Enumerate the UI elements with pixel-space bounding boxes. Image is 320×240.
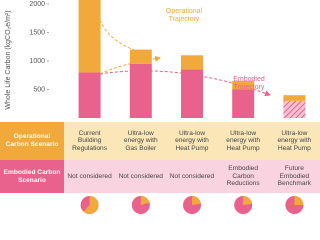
table-cell: Ultra-low energy with Heat Pump xyxy=(217,122,269,160)
bar-segment xyxy=(78,0,101,73)
bar-segment xyxy=(283,100,306,118)
table-cell: Ultra-low energy with Heat Pump xyxy=(166,122,218,160)
table-cell: Embodied Carbon Reductions xyxy=(217,160,269,193)
row-header: Embodied Carbon Scenario xyxy=(0,160,64,193)
bar-segment xyxy=(181,55,203,70)
bar-segment xyxy=(181,69,203,118)
bar-segment xyxy=(129,49,152,64)
pie-row xyxy=(80,196,304,214)
trajectory-arrow xyxy=(99,55,161,75)
y-tick-label: 500 xyxy=(33,86,45,93)
annotation: Operational Trajectory xyxy=(165,8,203,23)
bar-segment xyxy=(232,89,255,118)
table-cell: Not considered xyxy=(166,160,218,193)
pie-slice xyxy=(140,196,150,205)
y-tick-label: 1500 xyxy=(29,29,45,36)
table-cell: Future Embodied Benchmark xyxy=(268,160,320,193)
table-cell: Ultra-low energy with Gas Boiler xyxy=(115,122,167,160)
pie-slice xyxy=(192,196,201,205)
row-header: Operational Carbon Scenario xyxy=(0,122,64,160)
pie-slice xyxy=(243,196,253,205)
bar-segment xyxy=(78,72,101,118)
bar-segment xyxy=(232,80,255,90)
table-cell: Ultra-low energy with Heat Pump xyxy=(268,122,320,160)
table-cell: Not considered xyxy=(64,160,116,193)
table-row: Operational Carbon Scenario Current Build… xyxy=(0,122,320,160)
annotation: Embodied Trajectory xyxy=(233,76,265,91)
y-tick-label: 1000 xyxy=(29,58,45,65)
bar-segment xyxy=(129,63,152,118)
y-axis-label: Whole Life Carbon (kgCO₂e/m²) xyxy=(5,10,12,109)
chart: Whole Life Carbon (kgCO₂e/m²) 500 1000 150… xyxy=(5,0,306,118)
table-row: Embodied Carbon Scenario Not considered No… xyxy=(0,160,320,193)
y-tick-label: 2000 xyxy=(29,1,45,8)
pie-slice xyxy=(294,196,304,205)
pie-slice xyxy=(83,196,99,214)
table-cell: Not considered xyxy=(115,160,167,193)
bar-segment xyxy=(283,95,306,101)
table-cell: Current Building Regulations xyxy=(64,122,116,160)
page: Whole Life Carbon (kgCO₂e/m²) 500 1000 150… xyxy=(0,0,320,214)
